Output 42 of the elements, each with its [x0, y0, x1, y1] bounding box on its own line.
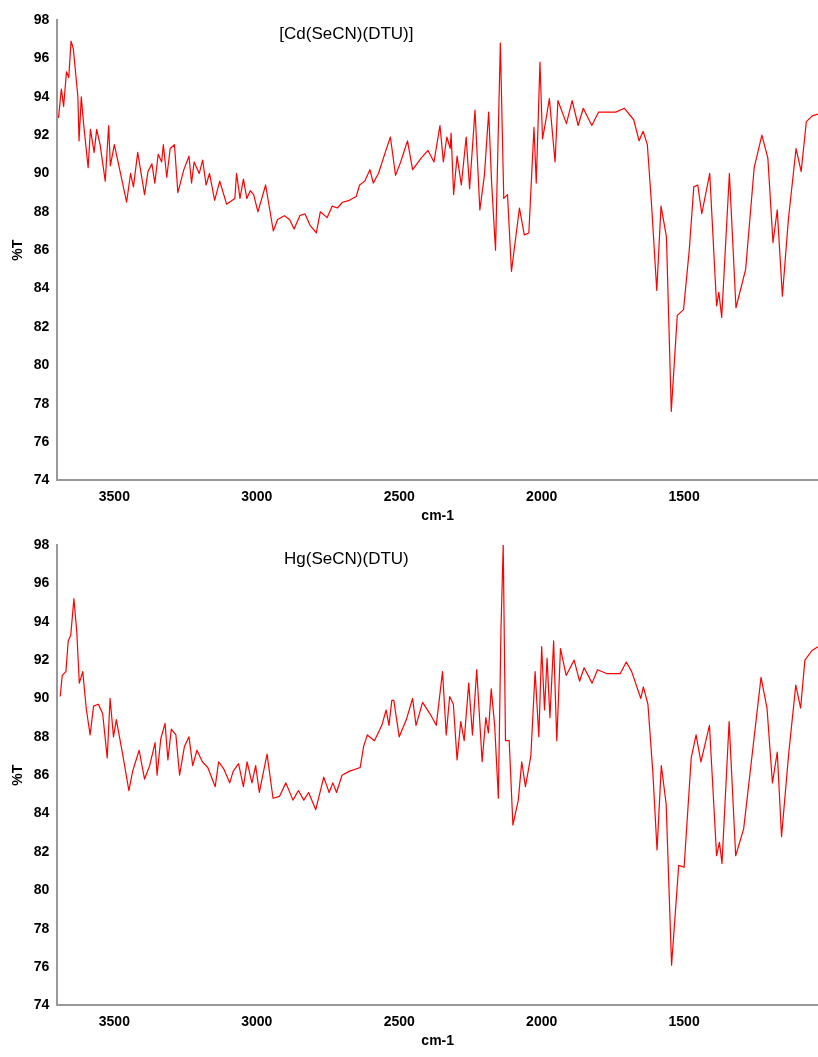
y-tick-label: 88: [33, 202, 50, 219]
y-tick-label: 90: [33, 689, 50, 706]
x-tick-label: 3500: [98, 487, 131, 504]
x-tick-label: 1500: [668, 1012, 700, 1029]
y-tick-label: 78: [33, 919, 50, 936]
y-tick-label: 76: [33, 957, 50, 974]
y-tick-label: 74: [33, 471, 50, 488]
y-tick-label: 94: [33, 87, 50, 104]
y-tick-label: 86: [33, 241, 50, 258]
x-axis-title: cm-1: [421, 1032, 455, 1049]
y-tick-label: 86: [33, 766, 50, 783]
y-tick-label: 82: [33, 317, 50, 334]
y-tick-label: 90: [33, 164, 50, 181]
y-tick-label: 96: [33, 49, 50, 66]
x-tick-label: 2000: [526, 487, 558, 504]
y-tick-label: 98: [33, 535, 50, 552]
x-tick-label: 3500: [98, 1012, 131, 1029]
y-tick-label: 94: [33, 612, 50, 629]
chart-title: Hg(SeCN)(DTU): [284, 549, 409, 569]
chart-title: [Cd(SeCN)(DTU)]: [279, 24, 414, 44]
y-axis-title: %T: [9, 239, 26, 261]
x-axis-title: cm-1: [421, 507, 455, 524]
y-tick-label: 92: [33, 650, 50, 667]
y-tick-label: 82: [33, 842, 50, 859]
y-tick-label: 80: [33, 356, 50, 373]
y-tick-label: 96: [33, 574, 50, 591]
y-axis-title: %T: [9, 764, 26, 786]
y-tick-label: 92: [33, 125, 50, 142]
y-tick-label: 78: [33, 394, 50, 411]
x-tick-label: 1500: [668, 487, 700, 504]
y-tick-label: 76: [33, 432, 50, 449]
y-tick-label: 98: [33, 10, 50, 27]
y-tick-label: 74: [33, 996, 50, 1013]
y-tick-label: 84: [33, 804, 50, 821]
x-tick-label: 2000: [526, 1012, 558, 1029]
y-tick-label: 84: [33, 279, 50, 296]
y-tick-label: 88: [33, 727, 50, 744]
x-tick-label: 3000: [241, 1012, 273, 1029]
y-tick-label: 80: [33, 881, 50, 898]
x-tick-label: 2500: [383, 1012, 416, 1029]
x-tick-label: 2500: [383, 487, 416, 504]
x-tick-label: 3000: [241, 487, 273, 504]
